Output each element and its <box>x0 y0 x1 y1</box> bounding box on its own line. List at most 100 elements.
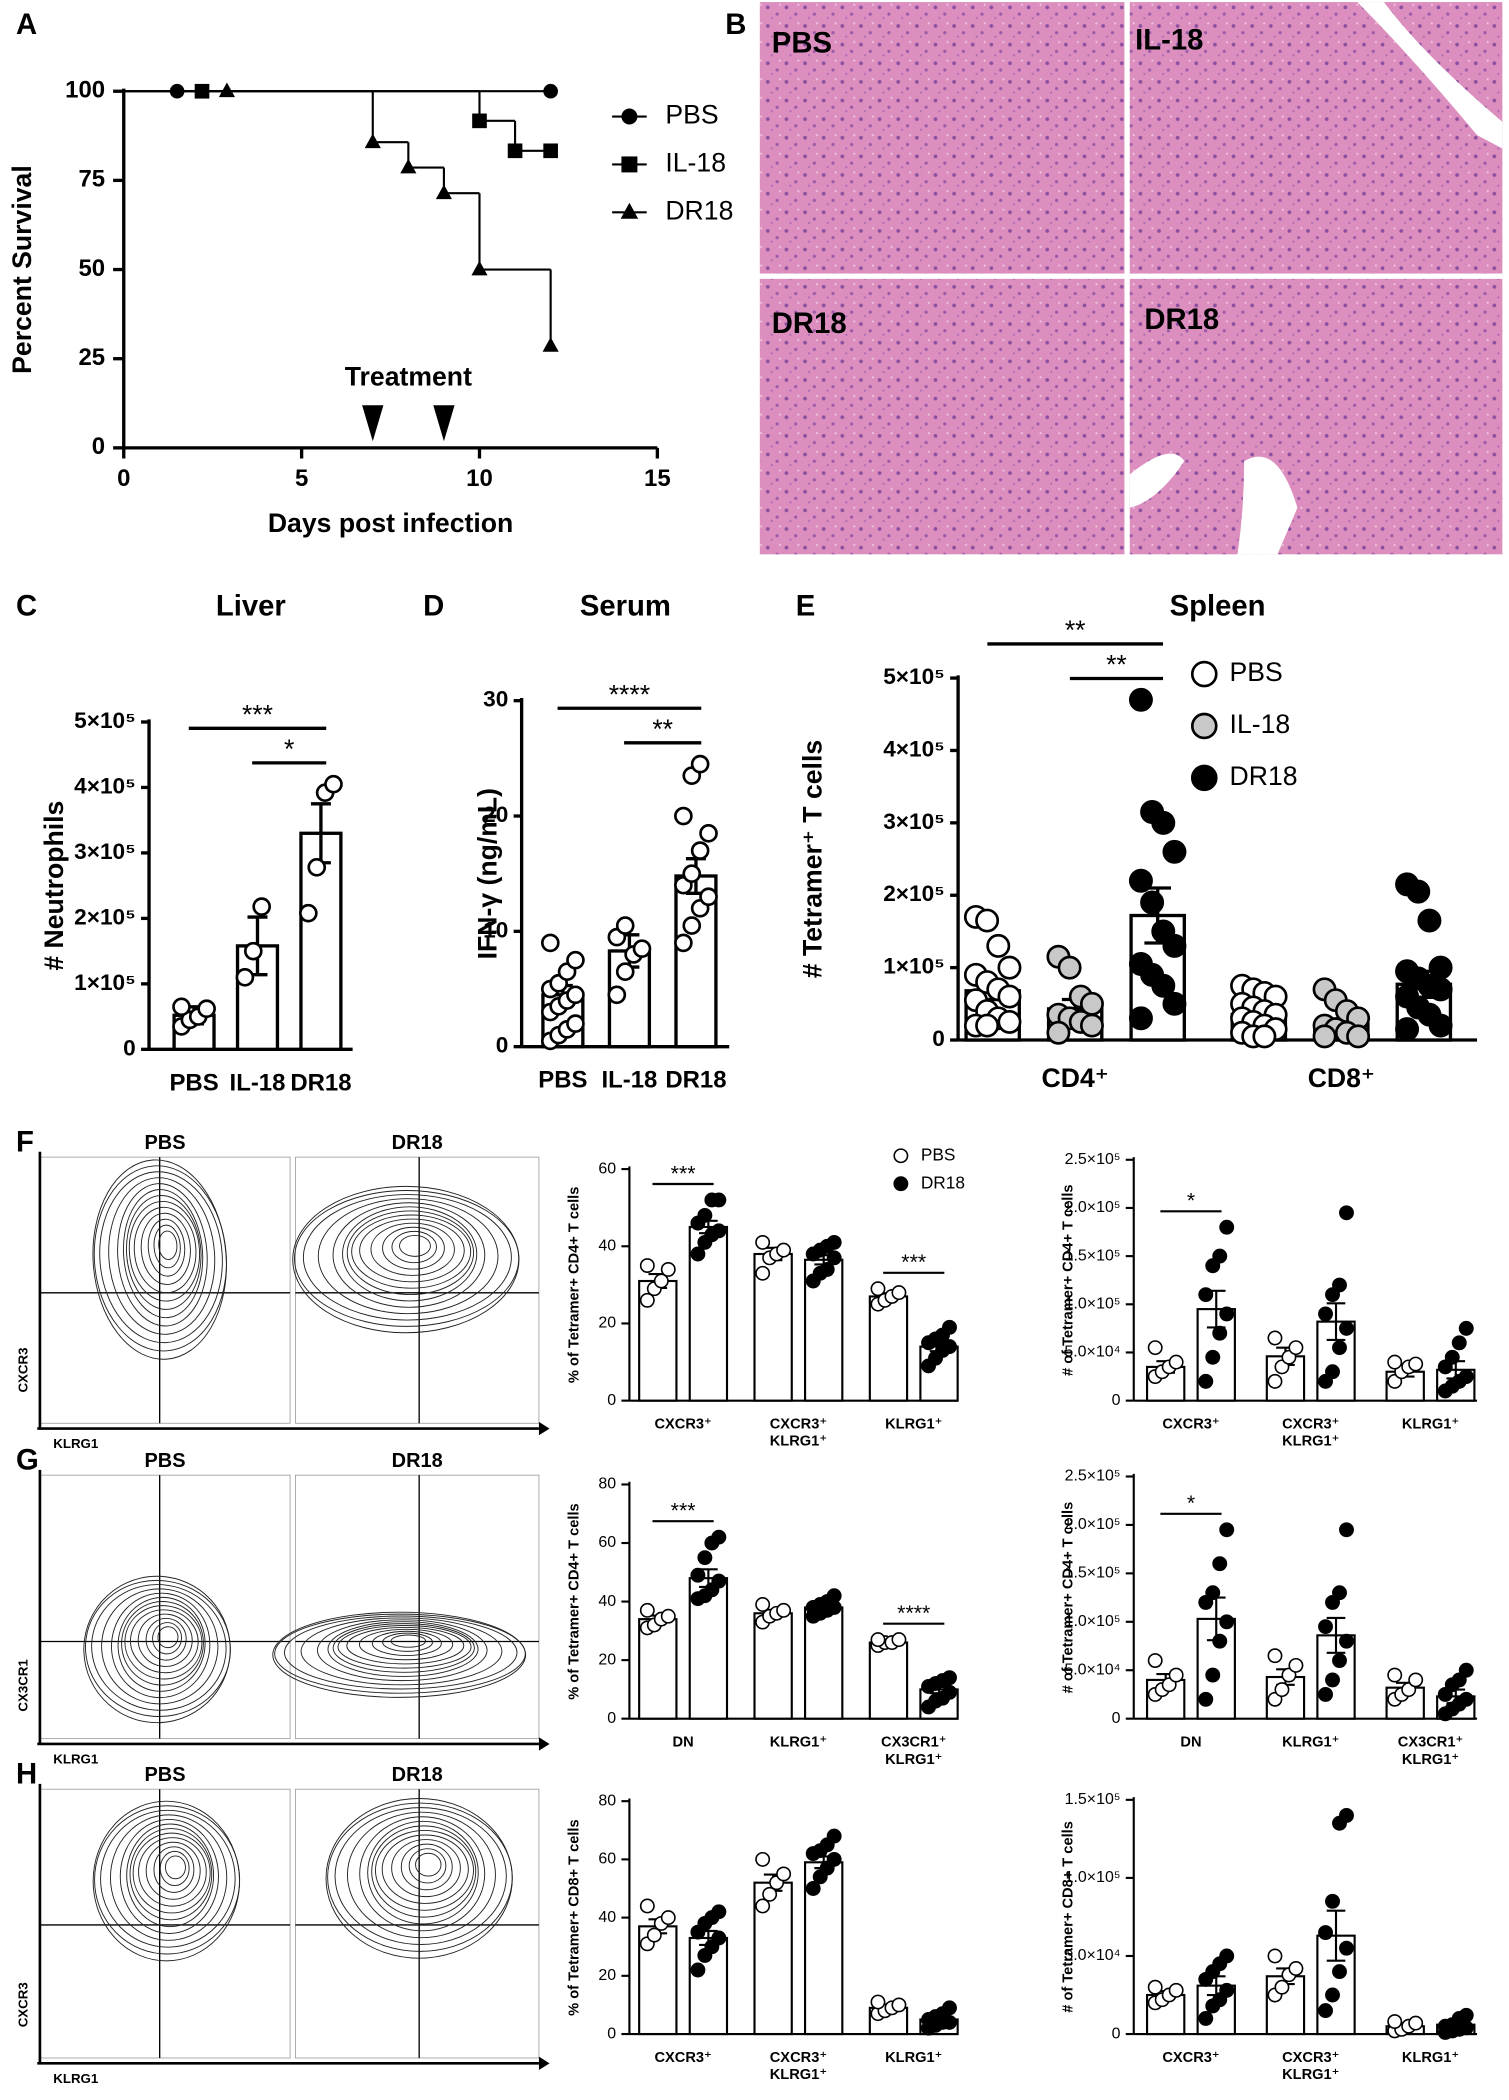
data-point <box>1288 1961 1304 1976</box>
data-point <box>870 1632 886 1648</box>
y-tick-label: 40 <box>598 1237 616 1254</box>
marker <box>364 133 381 149</box>
data-point <box>1387 2014 1403 2030</box>
y-axis-label: # of Tetramer+ CD4+ T cells <box>1060 1502 1076 1694</box>
data-point <box>1267 1330 1283 1346</box>
contour <box>130 1609 199 1674</box>
flow-axis-arrow <box>538 2056 550 2070</box>
data-point <box>1408 2015 1424 2031</box>
data-point <box>711 1529 727 1545</box>
contour <box>164 1855 186 1880</box>
data-point <box>639 1898 655 1914</box>
data-point <box>1147 1653 1163 1668</box>
contour <box>145 1841 201 1900</box>
data-point <box>776 1602 792 1618</box>
data-point <box>1318 1619 1333 1635</box>
y-tick-label: 0 <box>607 2025 616 2042</box>
contour <box>85 1579 231 1717</box>
contour <box>122 1189 204 1319</box>
x-tick-label: DR18 <box>665 1067 726 1094</box>
data-point <box>870 1281 886 1297</box>
panel-label: G <box>16 1445 39 1477</box>
y-tick-label: 20 <box>598 1315 616 1332</box>
flow-plot-frame <box>295 1474 540 1740</box>
chart-title: Serum <box>580 590 671 622</box>
data-point <box>1318 1925 1333 1941</box>
contour <box>327 1802 513 1952</box>
data-point <box>891 1997 907 2013</box>
panel-label: C <box>16 590 37 622</box>
data-point <box>1212 1248 1228 1264</box>
y-tick-label: 0 <box>1112 2025 1121 2042</box>
y-tick-label: 2.0×10⁵ <box>1065 1199 1121 1216</box>
data-point <box>1198 1373 1214 1389</box>
data-point <box>1168 1982 1184 1998</box>
data-point <box>1444 1349 1460 1365</box>
contour <box>153 1224 181 1269</box>
data-point <box>1274 1979 1290 1995</box>
y-tick-label: 5×10⁵ <box>74 708 136 733</box>
data-point <box>1408 1356 1424 1372</box>
flow-sample-label: PBS <box>144 1764 185 1786</box>
contour <box>367 1820 479 1925</box>
significance-label: *** <box>671 1499 696 1523</box>
y-tick-label: 0 <box>607 1392 616 1409</box>
marker <box>218 82 235 98</box>
data-point <box>1162 991 1187 1016</box>
data-point <box>1205 1667 1221 1683</box>
data-point <box>1417 908 1442 933</box>
contour <box>119 1818 219 1934</box>
significance-label: *** <box>242 699 273 729</box>
data-point <box>776 1866 792 1882</box>
data-point <box>1458 2007 1474 2023</box>
contour <box>126 1823 215 1928</box>
data-point <box>674 806 693 826</box>
data-point <box>997 984 1022 1009</box>
data-point <box>826 1851 842 1867</box>
significance-label: ** <box>652 714 673 744</box>
data-point <box>307 858 327 877</box>
data-point <box>1274 1682 1290 1698</box>
data-point <box>1219 1614 1235 1630</box>
data-point <box>1458 1320 1474 1336</box>
contour <box>359 1218 465 1283</box>
y-tick-label: 80 <box>598 1792 616 1809</box>
error-bar <box>1326 1302 1346 1342</box>
marker <box>621 108 638 125</box>
data-point <box>1079 1013 1104 1038</box>
flow-sample-label: PBS <box>144 1450 185 1472</box>
panel-label: D <box>423 590 444 622</box>
data-point <box>697 1207 713 1223</box>
data-point <box>299 903 318 923</box>
contour <box>390 1634 427 1648</box>
data-point <box>755 1597 771 1612</box>
tissue-gap <box>1357 2 1503 149</box>
y-axis-label: # of Tetramer+ CD4+ T cells <box>1060 1184 1076 1376</box>
tissue-gap <box>1129 453 1298 555</box>
data-point <box>607 985 627 1005</box>
significance-label: * <box>284 734 294 764</box>
data-point <box>615 962 635 982</box>
error-bar <box>1326 1616 1346 1654</box>
contour <box>399 1234 431 1257</box>
contour <box>371 1630 442 1657</box>
data-point <box>1325 1364 1340 1380</box>
chart-title: Liver <box>216 590 286 622</box>
x-tick-label: DN <box>673 1734 694 1750</box>
x-tick-label: KLRG1⁺ <box>1282 1734 1339 1750</box>
treatment-arrow <box>362 405 384 442</box>
flow-y-label: CXCR3 <box>15 1347 30 1392</box>
y-tick-label: 20 <box>598 1651 616 1668</box>
x-tick-label: KLRG1⁺ <box>1402 1752 1459 1768</box>
data-point <box>1346 1024 1371 1049</box>
data-point <box>1205 1585 1221 1601</box>
contour <box>92 1800 240 1962</box>
contour <box>408 1848 447 1884</box>
data-point <box>1387 1667 1403 1683</box>
data-point <box>1267 1948 1283 1964</box>
contour <box>300 1617 503 1686</box>
data-point <box>1046 1020 1071 1045</box>
data-point <box>1219 1948 1235 1964</box>
data-point <box>1339 1940 1354 1956</box>
flow-plot-frame <box>39 1156 291 1424</box>
